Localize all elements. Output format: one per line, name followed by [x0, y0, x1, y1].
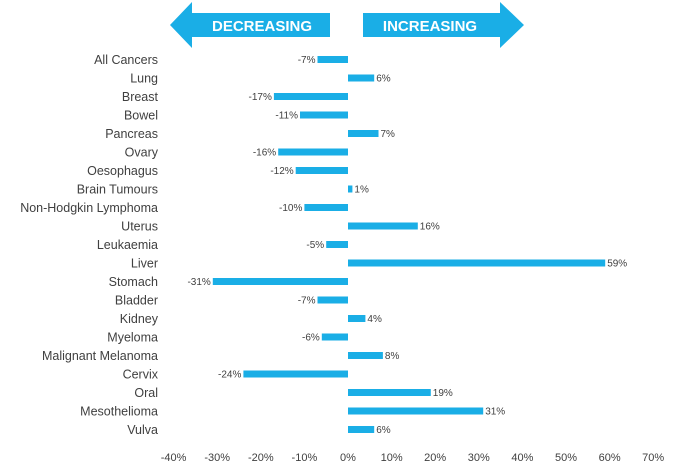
- data-label: 6%: [376, 425, 391, 436]
- increasing-arrow-label: INCREASING: [383, 18, 477, 35]
- bar: [348, 222, 418, 230]
- x-axis-ticks: -40% -30% -20% -10% 0% 10% 20% 30% 40% 50% 60% 70%: [161, 452, 665, 464]
- bar: [300, 111, 348, 119]
- data-label: 59%: [607, 259, 627, 270]
- category-label: Cervix: [123, 368, 159, 382]
- category-label: Bladder: [115, 294, 158, 308]
- bar: [348, 315, 366, 322]
- bars-layer: [212, 56, 606, 433]
- x-tick-label: -10%: [292, 452, 318, 464]
- data-label: -16%: [253, 148, 276, 159]
- bar: [348, 259, 606, 267]
- category-label: Mesothelioma: [80, 405, 158, 419]
- category-label: Stomach: [109, 275, 158, 289]
- data-label: 19%: [433, 388, 453, 399]
- bar: [295, 167, 348, 174]
- x-tick-label: 0%: [340, 452, 356, 464]
- category-label: Leukaemia: [97, 238, 158, 252]
- data-label: 31%: [485, 407, 505, 418]
- x-tick-label: -20%: [248, 452, 274, 464]
- bar: [212, 278, 348, 285]
- decreasing-arrow: [170, 2, 330, 48]
- x-tick-label: -30%: [204, 452, 230, 464]
- category-label: Myeloma: [107, 331, 158, 345]
- data-label: 4%: [367, 314, 382, 325]
- increasing-arrow: [363, 2, 524, 48]
- bar: [348, 130, 379, 137]
- category-label: Uterus: [121, 220, 158, 234]
- category-labels: All Cancers Lung Breast Bowel Pancreas Ovary O…: [20, 53, 159, 437]
- bar: [348, 74, 375, 82]
- category-label: Oesophagus: [87, 164, 158, 178]
- data-label: 8%: [385, 351, 400, 362]
- bar: [348, 185, 353, 193]
- bar: [317, 56, 348, 63]
- data-label: 6%: [376, 74, 391, 85]
- bar: [273, 93, 348, 100]
- data-label: -10%: [279, 203, 302, 214]
- data-label: -12%: [270, 166, 293, 177]
- category-label: Non-Hodgkin Lymphoma: [20, 201, 158, 215]
- x-tick-label: 40%: [511, 452, 533, 464]
- data-label: -5%: [306, 240, 324, 251]
- data-label: 1%: [354, 185, 369, 196]
- data-label: 16%: [420, 222, 440, 233]
- data-label: -17%: [249, 92, 272, 103]
- data-label: -24%: [218, 370, 241, 381]
- category-label: Malignant Melanoma: [42, 349, 158, 363]
- category-label: Lung: [130, 72, 158, 86]
- decreasing-arrow-label: DECREASING: [212, 18, 312, 35]
- x-tick-label: 10%: [381, 452, 403, 464]
- data-label: -7%: [298, 55, 316, 66]
- data-label: -31%: [187, 277, 210, 288]
- category-label: Ovary: [125, 146, 159, 160]
- category-label: All Cancers: [94, 53, 158, 67]
- category-label: Breast: [122, 90, 159, 104]
- x-tick-label: 30%: [468, 452, 490, 464]
- data-label: 7%: [381, 129, 396, 140]
- data-label: -6%: [302, 333, 320, 344]
- x-tick-label: -40%: [161, 452, 187, 464]
- bar: [278, 148, 348, 156]
- category-label: Liver: [131, 257, 158, 271]
- bar: [304, 204, 348, 211]
- category-label: Pancreas: [105, 127, 158, 141]
- bar: [348, 426, 375, 433]
- bar: [321, 333, 348, 341]
- x-tick-label: 20%: [424, 452, 446, 464]
- arrows-layer: DECREASING INCREASING: [170, 2, 524, 48]
- data-label: -11%: [275, 111, 298, 122]
- bar: [326, 241, 348, 248]
- category-label: Oral: [134, 386, 158, 400]
- bar: [348, 389, 431, 396]
- bar: [348, 352, 383, 359]
- category-label: Kidney: [120, 312, 159, 326]
- x-tick-label: 70%: [642, 452, 664, 464]
- category-label: Bowel: [124, 109, 158, 123]
- data-label: -7%: [298, 296, 316, 307]
- x-tick-label: 60%: [599, 452, 621, 464]
- category-label: Vulva: [127, 423, 158, 437]
- bar: [317, 296, 348, 304]
- x-tick-label: 50%: [555, 452, 577, 464]
- bar: [243, 370, 348, 378]
- data-labels: -7% 6% -17%-11% 7% -16% -12% 1% -10% 16% -5% 59% -3…: [187, 55, 627, 436]
- category-label: Brain Tumours: [77, 183, 158, 197]
- bar: [348, 407, 484, 415]
